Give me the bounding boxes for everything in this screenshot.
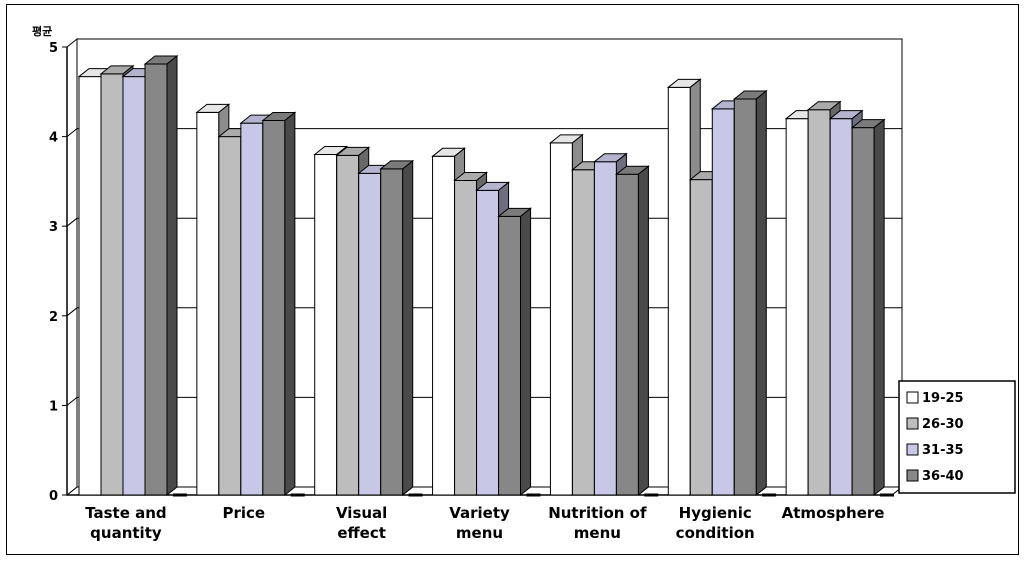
bar-front bbox=[358, 172, 382, 496]
bar-front bbox=[615, 173, 639, 496]
bar-front bbox=[571, 169, 595, 496]
legend-swatch bbox=[906, 417, 919, 430]
bar-side bbox=[284, 111, 296, 497]
bar-front bbox=[498, 215, 522, 496]
bar-front bbox=[314, 154, 338, 496]
bar-front bbox=[432, 155, 456, 496]
legend: 19-25 26-30 31-35 36-40 bbox=[898, 380, 1016, 494]
category-label-6: Atmosphere bbox=[782, 504, 885, 522]
bar-side bbox=[873, 118, 885, 497]
category-label-4: Nutrition of menu bbox=[548, 504, 647, 542]
bar-front bbox=[240, 122, 264, 496]
bar-front bbox=[549, 142, 573, 496]
plot-side-wall bbox=[66, 37, 78, 497]
category-label-0: Taste and quantity bbox=[85, 504, 166, 542]
bar-front bbox=[711, 108, 735, 496]
y-tick-label: 0 bbox=[49, 489, 58, 504]
chart-frame bbox=[6, 4, 1019, 555]
bar-front bbox=[122, 76, 146, 496]
bar-side bbox=[637, 165, 649, 497]
legend-label: 26-30 bbox=[922, 417, 964, 432]
y-axis-label: 평균 bbox=[32, 24, 52, 38]
bar-36-40-cat-0 bbox=[143, 54, 179, 497]
bar-side bbox=[402, 159, 414, 497]
bar-front bbox=[196, 111, 220, 496]
legend-swatch bbox=[906, 391, 919, 404]
y-tick-label: 4 bbox=[49, 131, 58, 146]
bar-front bbox=[78, 76, 102, 496]
bar-front bbox=[336, 154, 360, 496]
bar-36-40-cat-2 bbox=[379, 159, 415, 497]
bar-front bbox=[454, 180, 478, 496]
bar-front bbox=[218, 136, 242, 496]
bar-front bbox=[100, 73, 124, 496]
y-tick-label: 5 bbox=[49, 41, 58, 56]
gridline-side bbox=[66, 128, 78, 137]
bar-front bbox=[851, 127, 875, 496]
legend-label: 36-40 bbox=[922, 469, 964, 484]
gridline-side bbox=[66, 397, 78, 406]
bar-front bbox=[144, 63, 168, 496]
gridline-side bbox=[66, 307, 78, 317]
legend-item-36-40: 36-40 bbox=[906, 469, 964, 484]
y-tick-label: 2 bbox=[49, 310, 58, 325]
category-label-2: Visual effect bbox=[336, 504, 387, 542]
category-label-1: Price bbox=[222, 504, 265, 522]
bar-36-40-cat-6 bbox=[850, 118, 886, 497]
bar-front bbox=[829, 118, 853, 496]
bar-side bbox=[755, 89, 767, 497]
bar-side bbox=[520, 207, 532, 497]
legend-item-31-35: 31-35 bbox=[906, 443, 964, 458]
bar-front bbox=[593, 161, 617, 496]
bar-front bbox=[807, 109, 831, 496]
gridline-side bbox=[66, 217, 78, 227]
legend-item-19-25: 19-25 bbox=[906, 391, 964, 406]
category-labels: Taste and quantity Price Visual effect Variet… bbox=[85, 504, 884, 542]
bar-36-40-cat-5 bbox=[732, 89, 768, 497]
legend-label: 31-35 bbox=[922, 443, 964, 458]
bar-36-40-cat-1 bbox=[261, 111, 297, 497]
bar-36-40-cat-3 bbox=[497, 207, 532, 497]
bar-side bbox=[166, 54, 178, 497]
category-label-3: Variety menu bbox=[449, 504, 510, 542]
bars bbox=[77, 54, 894, 497]
legend-label: 19-25 bbox=[922, 391, 964, 406]
legend-swatch bbox=[906, 469, 919, 482]
y-tick-label: 1 bbox=[49, 399, 58, 414]
legend-item-26-30: 26-30 bbox=[906, 417, 964, 432]
y-tick-label: 3 bbox=[49, 220, 58, 235]
bar-front bbox=[733, 98, 757, 496]
bar-36-40-cat-4 bbox=[615, 165, 650, 497]
bar-front bbox=[689, 179, 713, 496]
bar-front bbox=[380, 168, 404, 496]
legend-swatch bbox=[906, 443, 919, 456]
bar-front bbox=[667, 86, 691, 496]
bar-front bbox=[476, 189, 500, 496]
category-label-5: Hygienic condition bbox=[676, 504, 755, 542]
bar-front bbox=[785, 118, 809, 496]
bar-front bbox=[262, 119, 286, 496]
